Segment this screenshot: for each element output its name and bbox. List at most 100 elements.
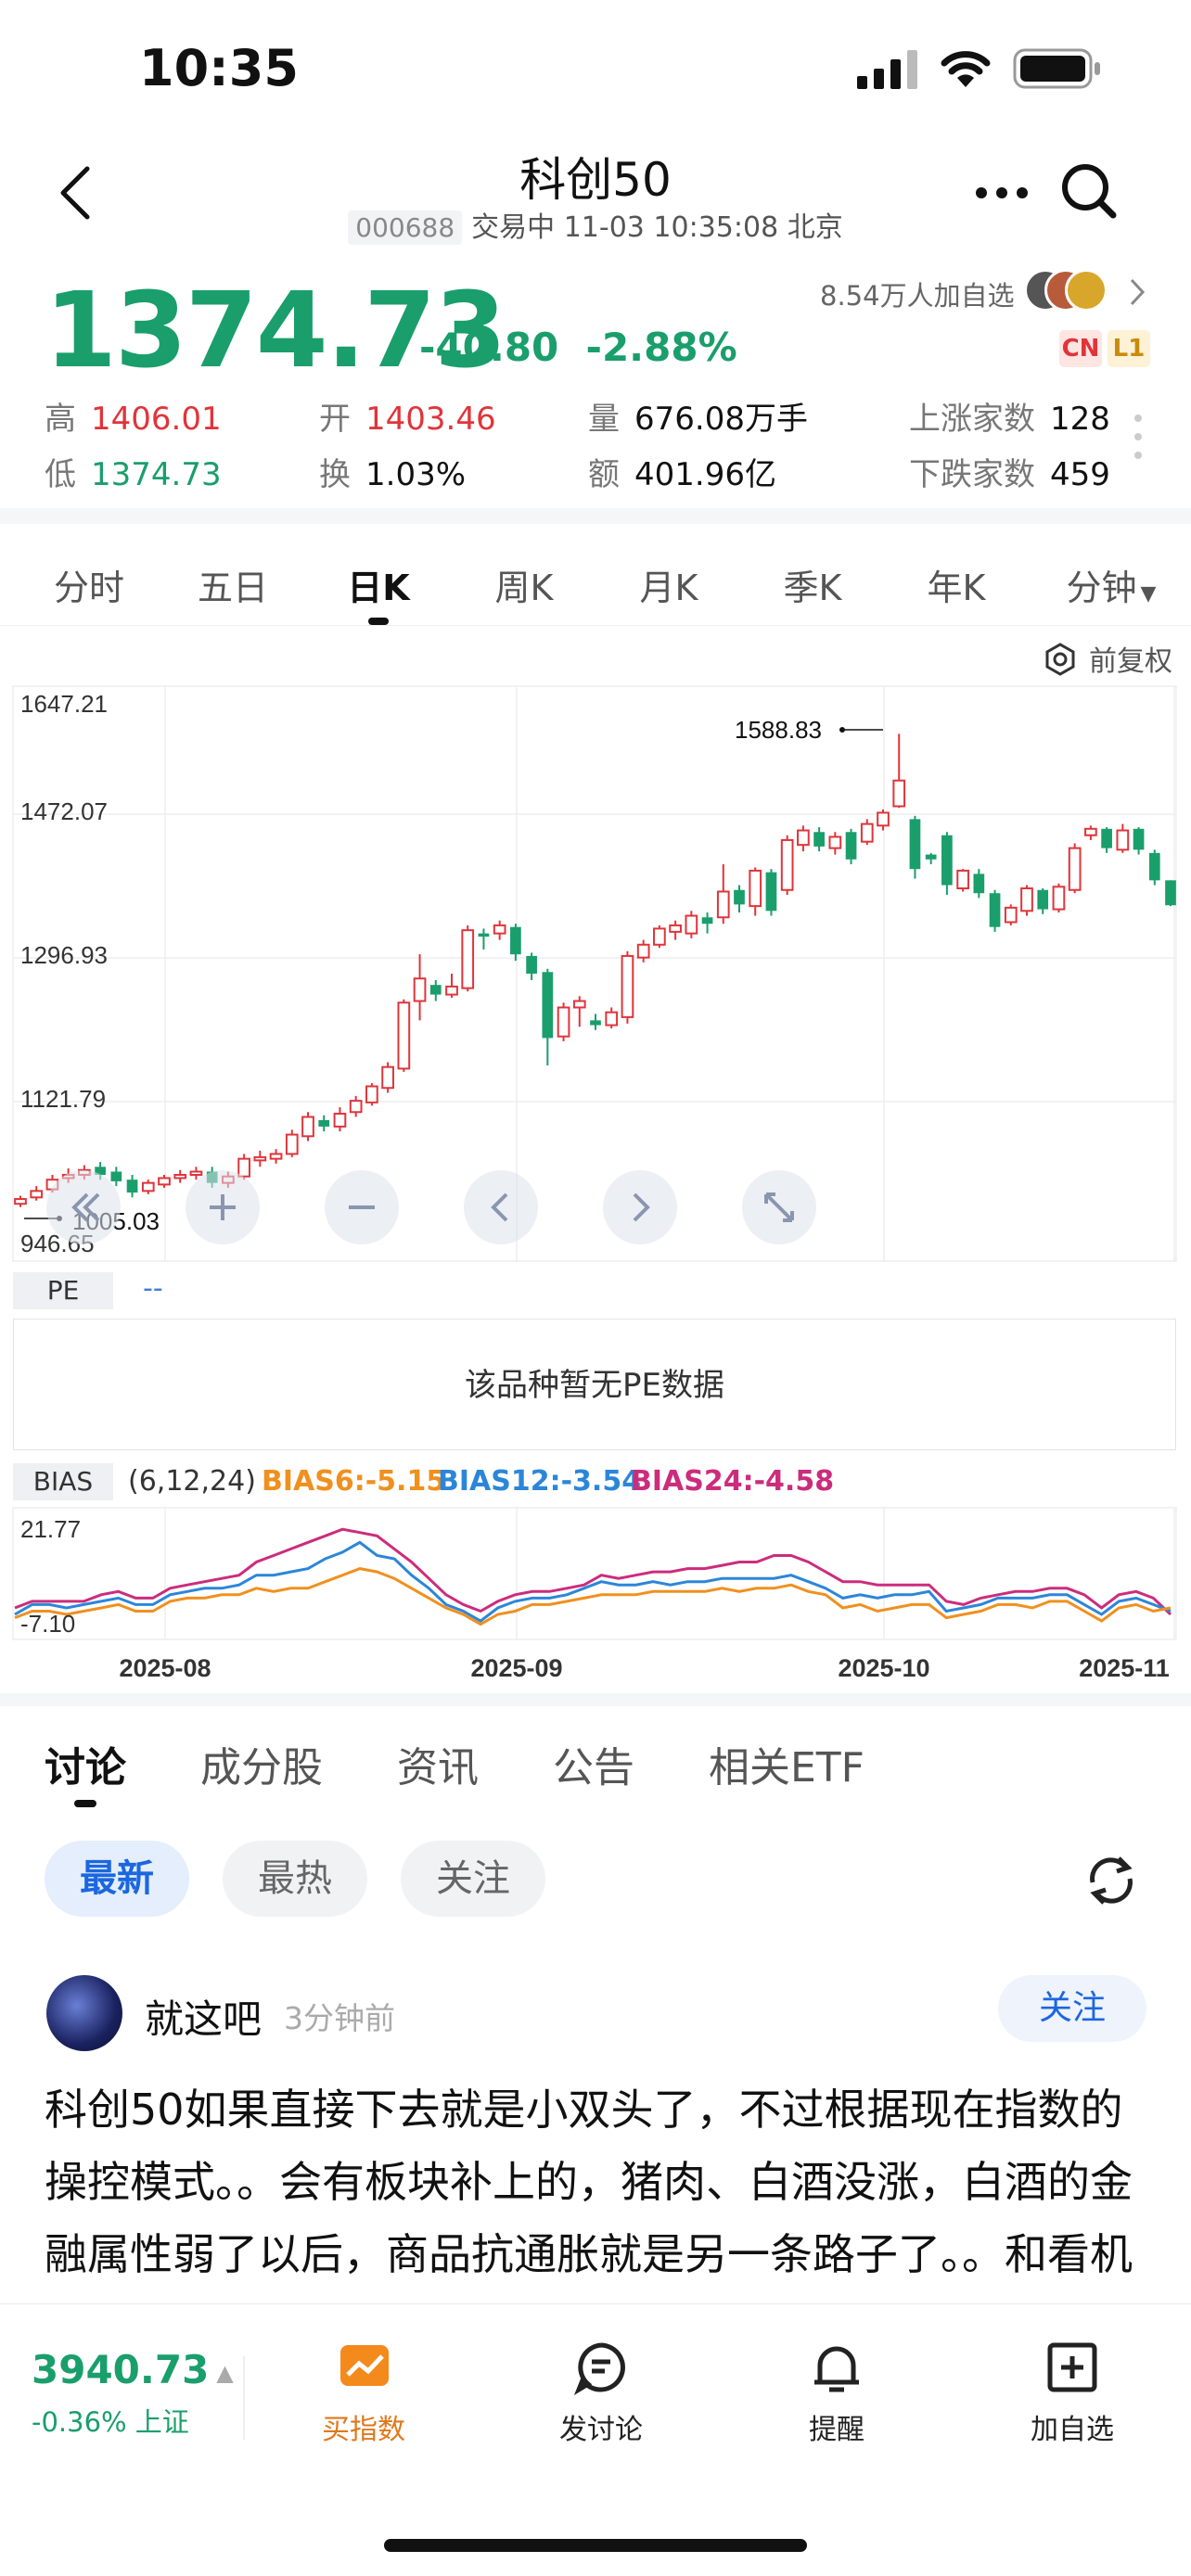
candle-body — [445, 985, 458, 996]
candle-body — [1116, 829, 1130, 851]
follow-button[interactable]: 关注 — [998, 1975, 1146, 2042]
filter-latest[interactable]: 最新 — [45, 1841, 189, 1917]
tab-discussion[interactable]: 讨论 — [45, 1744, 126, 1792]
pe-value: -- — [143, 1272, 163, 1305]
candle-body — [1148, 852, 1160, 881]
stat-high: 高 1406.01 — [45, 401, 222, 438]
post-discussion-button[interactable]: 发讨论 — [527, 2341, 675, 2446]
pe-label[interactable]: PE — [13, 1272, 113, 1309]
filter-following[interactable]: 关注 — [401, 1841, 545, 1917]
post-body[interactable]: 科创50如果直接下去就是小双头了，不过根据现在指数的操控模式。。会有板块补上的，… — [45, 2085, 1133, 2307]
clock: 10:35 — [139, 39, 299, 97]
candle-body — [1084, 827, 1097, 836]
candle-body — [925, 854, 937, 860]
tab-monthly-k[interactable]: 月K — [639, 567, 698, 608]
candle-body — [285, 1133, 299, 1155]
vertical-more-icon[interactable] — [1133, 414, 1143, 464]
zoom-in-icon[interactable] — [186, 1170, 260, 1244]
tab-fenshi[interactable]: 分时 — [53, 567, 125, 608]
settings-icon — [1043, 642, 1078, 684]
candle-body — [590, 1020, 601, 1026]
bias-lines — [14, 1527, 1172, 1626]
more-icon[interactable] — [974, 185, 1030, 204]
signal-icon — [857, 50, 918, 93]
add-watchlist-button[interactable]: 加自选 — [998, 2341, 1146, 2446]
candle-body — [765, 872, 777, 912]
buy-index-button[interactable]: 买指数 — [289, 2341, 438, 2446]
scroll-left-icon[interactable] — [464, 1170, 538, 1244]
candle-body — [1133, 828, 1145, 850]
y-tick: 1647.21 — [20, 690, 108, 718]
candle-body — [909, 819, 921, 870]
candle-body — [95, 1167, 106, 1175]
follower-avatars[interactable] — [1024, 267, 1117, 313]
candle-body — [318, 1119, 330, 1127]
scroll-right-icon[interactable] — [603, 1170, 677, 1244]
index-change: -0.36% 上证 — [32, 2406, 189, 2438]
fullscreen-icon[interactable] — [742, 1170, 816, 1244]
avatar[interactable] — [46, 1975, 122, 2051]
candle-body — [110, 1171, 122, 1181]
scroll-left-far-icon[interactable] — [46, 1170, 121, 1244]
candle-body — [493, 924, 506, 935]
candle-body — [1004, 906, 1018, 924]
back-icon[interactable] — [56, 165, 96, 224]
candle-body — [381, 1065, 394, 1090]
caret-down-icon: ▼ — [1140, 582, 1157, 606]
stat-open: 开 1403.46 — [319, 401, 496, 438]
k-line-chart[interactable]: 1647.21 1472.07 1296.93 1121.79 946.65 1… — [0, 684, 1191, 1269]
bias-series-b6 — [14, 1567, 1172, 1626]
candle-body — [333, 1113, 347, 1128]
chart-grid — [12, 685, 1177, 1262]
tab-quarterly-k[interactable]: 季K — [783, 567, 842, 608]
zoom-controls — [46, 1168, 826, 1246]
zoom-out-icon[interactable] — [325, 1170, 399, 1244]
alert-button[interactable]: 提醒 — [762, 2341, 911, 2446]
quote-status: 000688 交易中 11-03 10:35:08 北京 — [0, 204, 1191, 245]
followers-count[interactable]: 8.54万人加自选 — [820, 280, 1015, 312]
candle-body — [30, 1190, 44, 1199]
tab-constituents[interactable]: 成分股 — [200, 1744, 323, 1792]
stat-turnover-rate: 换 1.03% — [319, 456, 467, 493]
tab-minute[interactable]: 分钟 ▼ — [1066, 567, 1157, 608]
candle-body — [510, 926, 521, 955]
tab-daily-k[interactable]: 日K — [347, 567, 410, 608]
filter-hot[interactable]: 最热 — [223, 1841, 367, 1917]
candle-body — [349, 1100, 363, 1114]
candle-body — [845, 832, 857, 860]
search-icon[interactable] — [1059, 161, 1119, 224]
tab-related-etf[interactable]: 相关ETF — [709, 1744, 864, 1792]
bias-top-tick: 21.77 — [20, 1515, 81, 1543]
price-change: -40.80 -2.88% — [419, 325, 737, 370]
active-tab-indicator — [368, 618, 389, 625]
y-tick: 1121.79 — [20, 1085, 106, 1113]
candle-body — [141, 1181, 155, 1192]
bias-label[interactable]: BIAS — [13, 1463, 113, 1500]
candle-body — [413, 977, 427, 1002]
stat-advancers: 上涨家数 128 — [909, 401, 1110, 438]
market-tag-l1: L1 — [1108, 330, 1150, 367]
tab-weekly-k[interactable]: 周K — [494, 567, 554, 608]
tab-five-day[interactable]: 五日 — [197, 567, 269, 608]
bias6-value: BIAS6:-5.15 — [262, 1465, 446, 1498]
post-author[interactable]: 就这吧 — [145, 1996, 263, 2042]
chevron-right-icon[interactable] — [1128, 276, 1146, 312]
candle-body — [557, 1006, 570, 1038]
index-ticker[interactable]: 3940.73 ▲ — [32, 2347, 234, 2392]
price-adjust-toggle[interactable]: 前复权 — [1043, 638, 1172, 684]
refresh-icon[interactable] — [1082, 1851, 1141, 1914]
bias12-value: BIAS12:-3.54 — [438, 1465, 642, 1498]
tab-yearly-k[interactable]: 年K — [927, 567, 986, 608]
candle-body — [1101, 828, 1112, 848]
max-price-marker: 1588.83 — [735, 716, 883, 744]
tab-news[interactable]: 资讯 — [397, 1744, 479, 1792]
divider — [243, 2356, 245, 2440]
candle-body — [669, 924, 682, 933]
trading-status: 交易中 11-03 10:35:08 北京 — [471, 211, 843, 244]
candle-body — [1068, 847, 1082, 891]
bell-icon — [814, 2346, 859, 2392]
stat-decliners: 下跌家数 459 — [909, 456, 1110, 493]
candle-body — [301, 1116, 314, 1138]
candle-body — [1020, 887, 1033, 912]
tab-announcements[interactable]: 公告 — [553, 1744, 634, 1792]
